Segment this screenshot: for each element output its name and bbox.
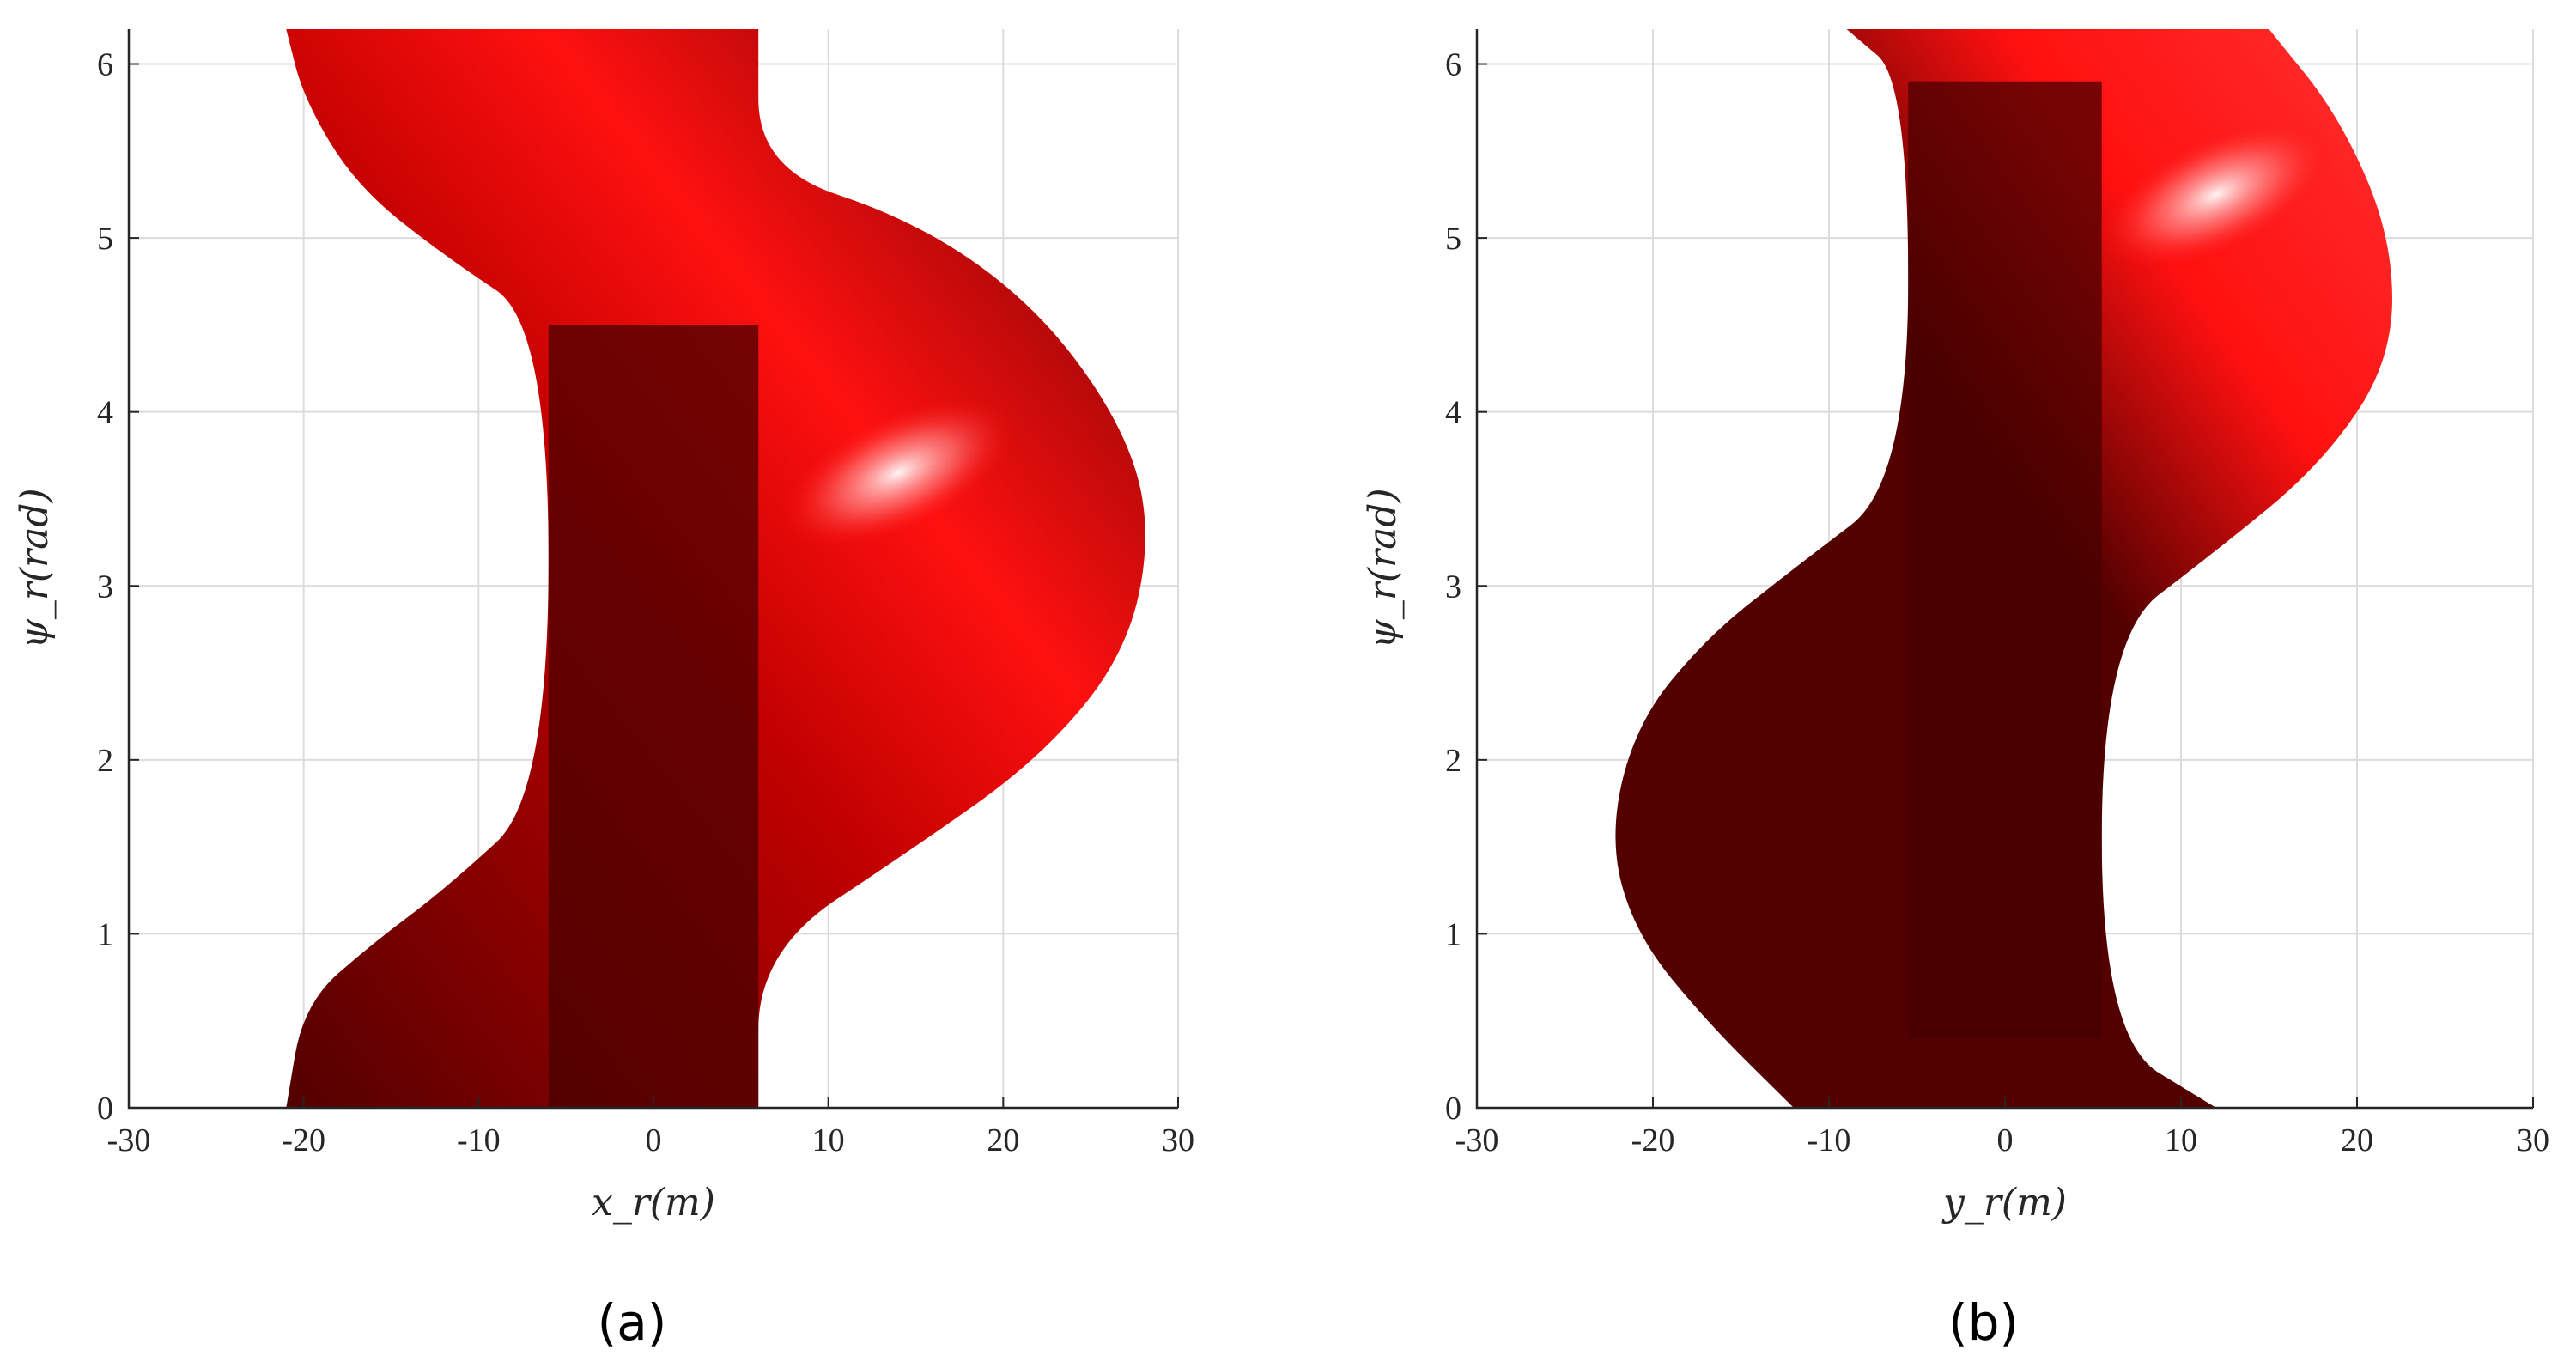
y-tick-label: 2 bbox=[1445, 743, 1461, 779]
y-tick-label: 6 bbox=[97, 47, 113, 83]
x-tick-label: -30 bbox=[1455, 1122, 1499, 1158]
y-tick-label: 0 bbox=[97, 1091, 113, 1127]
y-tick-label: 0 bbox=[1445, 1091, 1461, 1127]
panel-a: -30 -20 -10 0 10 20 30 0 1 2 3 4 5 6 x_r(m) ψ_r(rad)… bbox=[13, 29, 1194, 1352]
y-tick-label: 5 bbox=[97, 221, 113, 257]
x-tick-label: 20 bbox=[2341, 1122, 2373, 1158]
y-tick-label: 1 bbox=[97, 916, 113, 952]
panel-label: (b) bbox=[1948, 1293, 2019, 1352]
y-tick-label: 1 bbox=[1445, 916, 1461, 952]
x-tick-label: -30 bbox=[107, 1122, 151, 1158]
x-tick-label: 30 bbox=[2517, 1122, 2549, 1158]
surface bbox=[286, 29, 1145, 1108]
y-tick-label: 3 bbox=[1445, 568, 1461, 605]
x-tick-label: -10 bbox=[457, 1122, 501, 1158]
surface-highlight bbox=[2096, 117, 2336, 272]
x-axis-label: y_r(m) bbox=[1941, 1181, 2067, 1225]
y-tick-label: 4 bbox=[1445, 395, 1461, 431]
surface bbox=[1615, 29, 2392, 1108]
surface-highlight bbox=[779, 395, 1018, 550]
y-tick-label: 4 bbox=[97, 395, 113, 431]
x-ticks: -30 -20 -10 0 10 20 30 bbox=[107, 1097, 1194, 1158]
x-ticks: -30 -20 -10 0 10 20 30 bbox=[1455, 1097, 2549, 1158]
y-tick-label: 3 bbox=[97, 568, 113, 605]
y-ticks: 0 1 2 3 4 5 6 bbox=[1445, 47, 1487, 1127]
y-tick-label: 5 bbox=[1445, 221, 1461, 257]
x-tick-label: 0 bbox=[1997, 1122, 2014, 1158]
x-tick-label: 20 bbox=[987, 1122, 1019, 1158]
y-tick-label: 2 bbox=[97, 743, 113, 779]
y-axis-label: ψ_r(rad) bbox=[13, 488, 57, 648]
x-axis-label: x_r(m) bbox=[592, 1181, 715, 1225]
x-tick-label: -20 bbox=[1631, 1122, 1675, 1158]
x-tick-label: -10 bbox=[1807, 1122, 1851, 1158]
y-axis-label: ψ_r(rad) bbox=[1361, 488, 1405, 648]
y-tick-label: 6 bbox=[1445, 47, 1461, 83]
x-tick-label: 30 bbox=[1162, 1122, 1194, 1158]
surface-core bbox=[548, 325, 759, 1108]
panel-label: (a) bbox=[598, 1293, 667, 1352]
x-tick-label: 0 bbox=[646, 1122, 662, 1158]
x-tick-label: 10 bbox=[2165, 1122, 2197, 1158]
y-ticks: 0 1 2 3 4 5 6 bbox=[97, 47, 139, 1127]
x-tick-label: -20 bbox=[282, 1122, 325, 1158]
panel-b: -30 -20 -10 0 10 20 30 0 1 2 3 4 5 6 y_r(m) ψ_r(rad)… bbox=[1361, 29, 2549, 1352]
x-tick-label: 10 bbox=[812, 1122, 845, 1158]
surface-core bbox=[1908, 81, 2102, 1038]
